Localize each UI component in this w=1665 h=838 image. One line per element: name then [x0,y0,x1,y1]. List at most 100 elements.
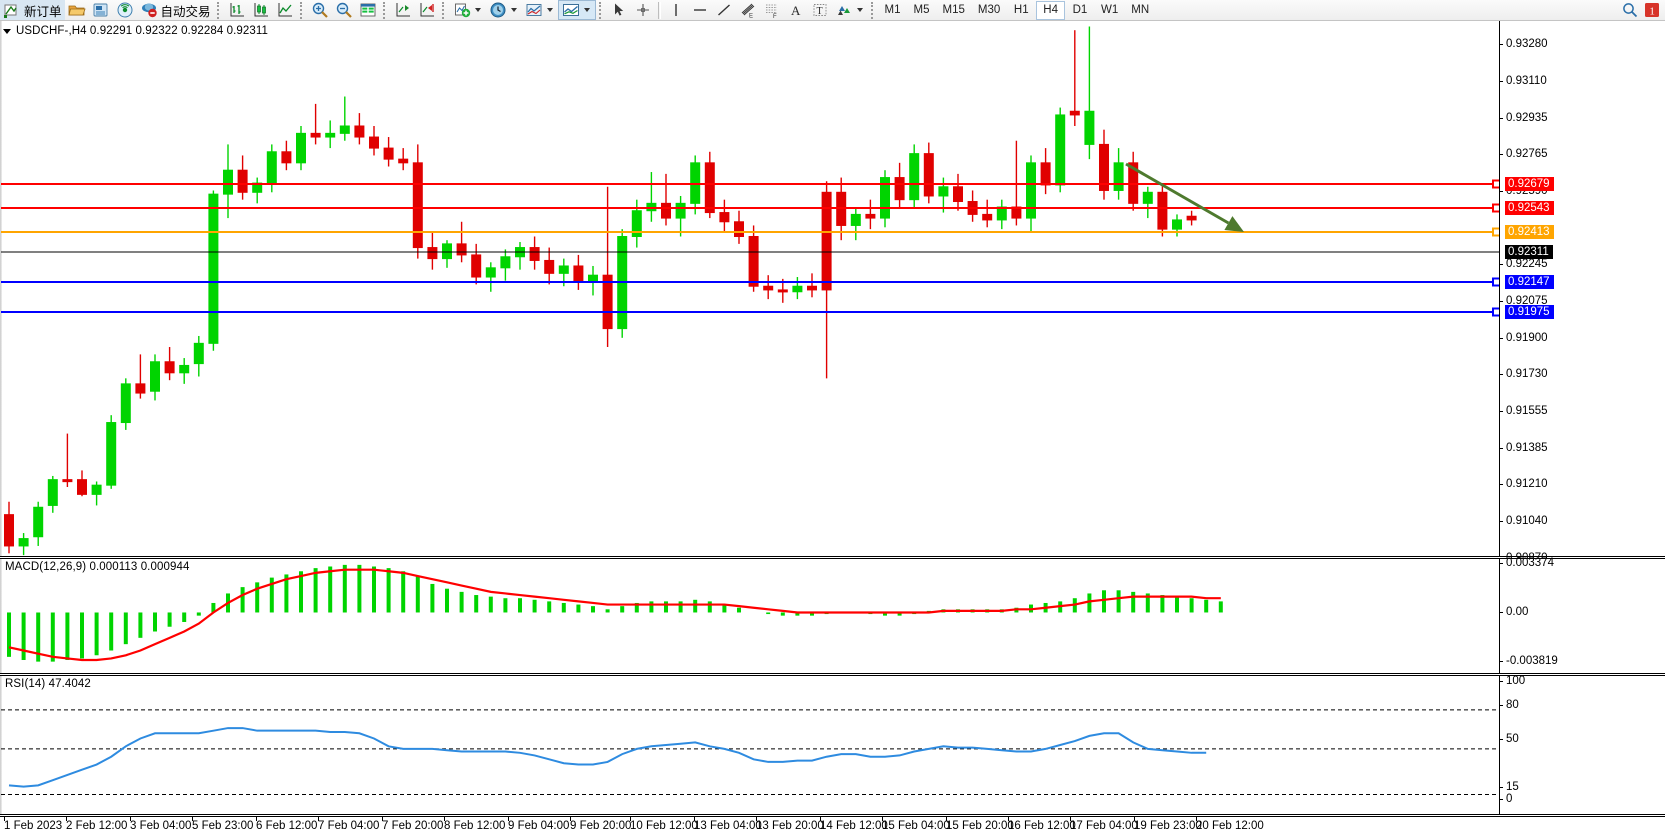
line-chart-button[interactable] [273,0,297,20]
timeframe-m15[interactable]: M15 [942,4,965,16]
pane-left-scrollbar[interactable] [0,21,2,556]
price-pane[interactable]: USDCHF-,H4 0.92291 0.92322 0.92284 0.923… [0,21,1665,637]
horizontal-line-button[interactable] [688,0,712,20]
toolbar-grip-1[interactable] [216,1,222,19]
timeframe-mn[interactable]: MN [1131,4,1150,16]
horizontal-line-icon [693,9,706,11]
price-axis[interactable]: 0.93280 0.93110 0.92935 0.92765 0.92590 0.922… [1499,21,1665,637]
line-chart-icon [278,3,292,17]
timeframe-m5[interactable]: M5 [913,4,930,16]
macd-left-scrollbar[interactable] [0,559,2,673]
chevron-down-icon[interactable] [510,1,519,19]
indicators-list-icon [562,4,579,16]
chevron-down-icon[interactable] [583,1,592,19]
chart-area[interactable]: USDCHF-,H4 0.92291 0.92322 0.92284 0.923… [0,21,1665,838]
price-tick: 0.92765 [1499,148,1665,161]
rsi-tick: 100 [1499,675,1665,688]
timeframe-m30[interactable]: M30 [977,4,1001,16]
chevron-down-icon[interactable] [474,1,483,19]
toolbar-grip-6[interactable] [870,1,876,19]
zoom-out-button[interactable] [332,0,356,20]
vertical-line-button[interactable] [664,0,688,20]
macd-axis[interactable]: 0.003374 0.00 -0.003819 [1499,557,1665,673]
news-icon [93,3,107,17]
new-order-button[interactable]: 新订单 [0,0,65,20]
chevron-down-icon[interactable] [856,1,865,19]
templates-button[interactable] [522,0,558,20]
timeframe-h4[interactable]: H4 [1036,0,1065,20]
fibonacci-button[interactable]: F [760,0,784,20]
text-label-button[interactable]: T [808,0,832,20]
time-tick [192,817,193,821]
macd-tick: 0.003374 [1499,557,1665,570]
time-tick [756,817,757,821]
cursor-button[interactable] [607,0,631,20]
price-level-tag[interactable]: 0.92543 [1505,201,1554,215]
toolbar-grip-5[interactable] [598,1,604,19]
auto-scroll-button[interactable] [415,0,439,20]
bar-chart-button[interactable] [225,0,249,20]
chevron-down-icon[interactable] [546,1,555,19]
folder-button[interactable] [65,0,89,20]
price-level-tag[interactable]: 0.92311 [1505,245,1553,259]
shapes-button[interactable] [832,0,868,20]
time-tick [820,817,821,821]
rsi-plot[interactable] [1,676,1498,814]
rsi-pane[interactable]: RSI(14) 47.4042 100 80 50 15 0 [0,675,1665,815]
timeframe-h1[interactable]: H1 [1013,4,1029,16]
time-label: 16 Feb 12:00 [1008,820,1076,832]
price-level-tag[interactable]: 0.92679 [1505,177,1554,191]
period-clock-button[interactable] [486,0,522,20]
candlestick-svg [4,26,1197,556]
chart-symbol-label: USDCHF-,H4 0.92291 0.92322 0.92284 0.923… [16,25,269,37]
timeframe-d1[interactable]: D1 [1072,4,1088,16]
signal-button[interactable] [113,0,137,20]
add-indicator-button[interactable] [450,0,486,20]
help-icon[interactable]: 1 [1643,1,1661,19]
time-tick [508,817,509,821]
crosshair-button[interactable] [631,0,655,20]
rsi-left-scrollbar[interactable] [0,676,2,814]
search-icon[interactable] [1621,1,1639,19]
time-tick [630,817,631,821]
time-axis[interactable]: 1 Feb 2023 2 Feb 12:00 3 Feb 04:00 5 Feb 23… [0,816,1665,838]
chart-symbol-header: USDCHF-,H4 0.92291 0.92322 0.92284 0.923… [3,25,268,37]
news-button[interactable] [89,0,113,20]
price-tick: 0.91040 [1499,515,1665,528]
chevron-down-icon[interactable] [3,28,11,34]
toolbar-grip-2[interactable] [299,1,305,19]
grid-button[interactable] [356,0,380,20]
toolbar-grip-4[interactable] [441,1,447,19]
macd-pane[interactable]: MACD(12,26,9) 0.000113 0.000944 0.003374… [0,557,1665,674]
candlestick-chart-button[interactable] [249,0,273,20]
trendline-icon [717,4,730,16]
rsi-tick: 15 [1499,781,1665,794]
price-level-tag[interactable]: 0.92147 [1505,275,1554,289]
rsi-axis[interactable]: 100 80 50 15 0 [1499,675,1665,814]
svg-text:E: E [749,14,753,20]
time-tick [1134,817,1135,821]
zoom-in-button[interactable] [308,0,332,20]
chart-shift-button[interactable] [391,0,415,20]
timeframe-m1[interactable]: M1 [884,4,901,16]
toolbar-right-group: 1 [1621,1,1665,19]
price-tick: 0.92935 [1499,112,1665,125]
trendline-button[interactable] [712,0,736,20]
macd-plot[interactable] [1,559,1498,673]
equidistant-channel-button[interactable]: E [736,0,760,20]
cursor-icon [614,3,623,16]
time-tick [444,817,445,821]
price-level-tag[interactable]: 0.91975 [1505,305,1554,319]
indicators-list-button[interactable] [557,0,596,20]
toolbar-grip-3[interactable] [382,1,388,19]
chart-shift-icon [396,3,410,17]
autotrading-button[interactable]: 自动交易 [137,0,214,20]
text-button[interactable]: A [784,0,808,20]
price-tick: 0.91210 [1499,478,1665,491]
period-clock-icon [490,2,506,18]
price-level-tag[interactable]: 0.92413 [1505,225,1554,239]
timeframe-w1[interactable]: W1 [1100,4,1119,16]
candlestick-plot[interactable] [1,21,1498,556]
time-label: 17 Feb 04:00 [1070,820,1138,832]
